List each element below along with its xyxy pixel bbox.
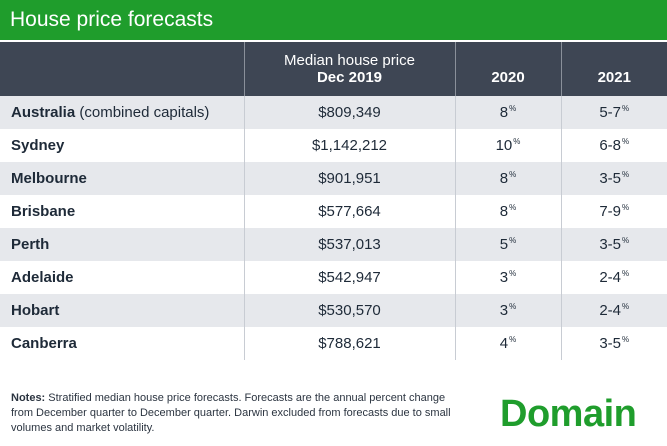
city-name: Brisbane [11, 203, 76, 220]
percent-symbol: % [622, 203, 630, 212]
notes-text: Stratified median house price forecasts.… [11, 392, 451, 434]
table-row: Hobart $530,570 3% 2-4% [0, 294, 667, 327]
table-row: Perth $537,013 5% 3-5% [0, 228, 667, 261]
table-header-row: Median house price Dec 2019 2020 2021 [0, 42, 667, 96]
percent-symbol: % [622, 236, 630, 245]
header-median-price-label: Median house price [284, 52, 415, 69]
median-price-cell: $901,951 [244, 162, 456, 195]
percent-symbol: % [622, 170, 630, 179]
forecast-value: 3 [499, 302, 509, 319]
forecast-value: 7-9 [599, 203, 622, 220]
city-name: Perth [11, 236, 50, 253]
forecast-2020-cell: 3% [455, 261, 562, 294]
forecast-value: 3-5 [599, 236, 622, 253]
forecast-value: 5-7 [599, 104, 622, 121]
city-cell: Australia (combined capitals) [0, 96, 245, 129]
median-price-cell: $788,621 [244, 327, 456, 360]
percent-symbol: % [509, 104, 517, 113]
forecast-2021-cell: 3-5% [561, 327, 667, 360]
forecast-2020-cell: 8% [455, 195, 562, 228]
city-suffix: (combined capitals) [75, 104, 210, 121]
forecast-2020-cell: 10% [455, 129, 562, 162]
table-row: Canberra $788,621 4% 3-5% [0, 327, 667, 360]
median-price-cell: $537,013 [244, 228, 456, 261]
forecast-value: 6-8 [599, 137, 622, 154]
percent-symbol: % [622, 137, 630, 146]
city-cell: Sydney [0, 129, 245, 162]
table-body: Australia (combined capitals) $809,349 8% 5… [0, 96, 667, 360]
city-cell: Perth [0, 228, 245, 261]
forecast-value: 8 [499, 203, 509, 220]
forecast-2021-cell: 3-5% [561, 162, 667, 195]
table-row: Adelaide $542,947 3% 2-4% [0, 261, 667, 294]
city-cell: Canberra [0, 327, 245, 360]
header-median-price: Median house price Dec 2019 [244, 42, 456, 96]
percent-symbol: % [509, 170, 517, 179]
forecast-value: 5 [499, 236, 509, 253]
forecast-2021-cell: 2-4% [561, 294, 667, 327]
forecast-2021-cell: 2-4% [561, 261, 667, 294]
header-2021: 2021 [597, 68, 631, 86]
city-name: Adelaide [11, 269, 74, 286]
percent-symbol: % [509, 302, 517, 311]
forecast-2020-cell: 8% [455, 162, 562, 195]
forecast-value: 10 [495, 137, 513, 154]
table-row: Melbourne $901,951 8% 3-5% [0, 162, 667, 195]
percent-symbol: % [509, 335, 517, 344]
forecast-2020-cell: 3% [455, 294, 562, 327]
percent-symbol: % [509, 203, 517, 212]
city-cell: Hobart [0, 294, 245, 327]
percent-symbol: % [509, 269, 517, 278]
forecast-2021-cell: 3-5% [561, 228, 667, 261]
city-cell: Brisbane [0, 195, 245, 228]
median-price-cell: $530,570 [244, 294, 456, 327]
forecast-2021-cell: 5-7% [561, 96, 667, 129]
forecast-value: 2-4 [599, 269, 622, 286]
percent-symbol: % [509, 236, 517, 245]
median-price-cell: $1,142,212 [244, 129, 456, 162]
table-row: Brisbane $577,664 8% 7-9% [0, 195, 667, 228]
notes-label: Notes: [11, 392, 46, 404]
page-title: House price forecasts [0, 0, 667, 40]
median-price-cell: $809,349 [244, 96, 456, 129]
city-name: Sydney [11, 137, 65, 154]
table-row: Sydney $1,142,212 10% 6-8% [0, 129, 667, 162]
city-cell: Melbourne [0, 162, 245, 195]
forecast-value: 4 [499, 335, 509, 352]
percent-symbol: % [513, 137, 521, 146]
forecast-2020-cell: 8% [455, 96, 562, 129]
percent-symbol: % [622, 302, 630, 311]
table-row: Australia (combined capitals) $809,349 8% 5… [0, 96, 667, 129]
forecast-value: 3-5 [599, 335, 622, 352]
city-name: Australia [11, 104, 76, 121]
city-cell: Adelaide [0, 261, 245, 294]
forecast-table: Median house price Dec 2019 2020 2021 Au… [0, 42, 667, 360]
city-name: Hobart [11, 302, 60, 319]
forecast-value: 3 [499, 269, 509, 286]
forecast-value: 3-5 [599, 170, 622, 187]
header-2020: 2020 [455, 42, 562, 96]
domain-logo: Domain [500, 393, 637, 435]
header-median-price-date: Dec 2019 [316, 69, 383, 86]
notes: Notes: Stratified median house price for… [11, 391, 451, 436]
forecast-value: 2-4 [599, 302, 622, 319]
median-price-cell: $577,664 [244, 195, 456, 228]
city-name: Melbourne [11, 170, 87, 187]
median-price-cell: $542,947 [244, 261, 456, 294]
forecast-2021-cell: 7-9% [561, 195, 667, 228]
forecast-2021-cell: 6-8% [561, 129, 667, 162]
forecast-value: 8 [499, 104, 509, 121]
percent-symbol: % [622, 269, 630, 278]
percent-symbol: % [622, 335, 630, 344]
city-name: Canberra [11, 335, 77, 352]
percent-symbol: % [622, 104, 630, 113]
forecast-value: 8 [499, 170, 509, 187]
header-city-cell [0, 42, 245, 96]
forecast-2020-cell: 4% [455, 327, 562, 360]
forecast-2020-cell: 5% [455, 228, 562, 261]
